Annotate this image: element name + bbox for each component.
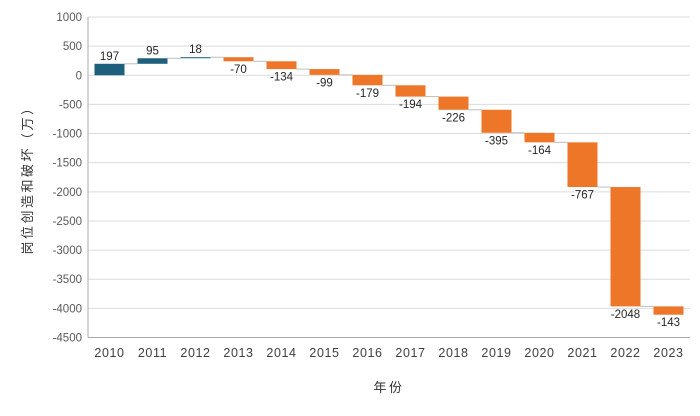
bar-value-label: -226 <box>442 112 465 124</box>
bar-value-labels: 197 95 18 -70 -134 -99 -179 -194 -226 -395 -164 -76… <box>100 44 680 329</box>
waterfall-bar-2012 <box>180 57 211 59</box>
y-tick-label: -1000 <box>53 129 82 141</box>
x-tick-label-2022: 2022 <box>610 346 640 360</box>
x-tick-label-2014: 2014 <box>266 346 296 360</box>
y-tick-label: -2000 <box>53 187 82 199</box>
bar-value-label: 18 <box>189 44 202 56</box>
bar-value-label: -395 <box>485 135 508 147</box>
bar-value-label: -99 <box>316 77 333 89</box>
x-tick-label-2016: 2016 <box>352 346 382 360</box>
bar-value-label: -70 <box>230 64 247 76</box>
x-tick-label-2018: 2018 <box>438 346 468 360</box>
x-tick-label-2013: 2013 <box>223 346 253 360</box>
axes <box>87 17 690 338</box>
bar-value-label: -194 <box>399 99 423 111</box>
y-tick-label: -4000 <box>53 303 82 315</box>
waterfall-bar-2015 <box>309 69 340 75</box>
bar-value-label: -179 <box>356 88 379 100</box>
y-tick-label: 1000 <box>56 12 82 24</box>
x-tick-label-2015: 2015 <box>309 346 339 360</box>
x-tick-label-2010: 2010 <box>94 346 124 360</box>
waterfall-bar-2017 <box>395 85 426 97</box>
y-tick-label: -1500 <box>53 158 82 170</box>
bar-value-label: -134 <box>270 72 294 84</box>
waterfall-bar-2018 <box>438 96 469 110</box>
x-tick-label-2017: 2017 <box>395 346 425 360</box>
waterfall-bar-2016 <box>352 74 383 86</box>
y-tick-label: 0 <box>76 70 82 82</box>
waterfall-bar-2022 <box>610 187 641 307</box>
y-tick-label: -4500 <box>53 333 82 345</box>
bar-value-label: 197 <box>100 51 119 63</box>
waterfall-bar-2019 <box>481 109 512 133</box>
bar-value-label: -2048 <box>611 309 640 321</box>
x-tick-label-2012: 2012 <box>180 346 210 360</box>
waterfall-bar-2023 <box>653 306 684 315</box>
y-tick-label: 500 <box>63 41 82 53</box>
x-tick-label-2021: 2021 <box>567 346 597 360</box>
y-tick-label: -3000 <box>53 245 82 257</box>
bar-value-label: 95 <box>146 45 159 57</box>
waterfall-bar-2013 <box>223 57 254 62</box>
y-axis-title: 岗位创造和破坏（万） <box>20 99 35 254</box>
bar-value-label: -164 <box>528 145 552 157</box>
y-tick-label: -3500 <box>53 274 82 286</box>
waterfall-bar-2014 <box>266 61 297 70</box>
y-axis-tick-labels: 1000 500 0 -500 -1000 -1500 -2000 -2500 -3000 -35… <box>53 12 82 345</box>
waterfall-connectors <box>124 56 654 307</box>
x-axis-tick-labels: 2010 2011 2012 2013 2014 2015 2016 2017 2018 2019… <box>94 346 683 360</box>
x-tick-label-2019: 2019 <box>481 346 511 360</box>
x-tick-label-2020: 2020 <box>524 346 554 360</box>
y-tick-label: -500 <box>59 99 82 111</box>
y-tick-label: -2500 <box>53 216 82 228</box>
x-axis-title: 年份 <box>373 380 404 395</box>
x-tick-label-2011: 2011 <box>138 346 167 360</box>
bar-value-label: -767 <box>571 190 594 202</box>
gridlines <box>88 16 690 309</box>
waterfall-bars <box>94 57 684 315</box>
bar-value-label: -143 <box>657 317 680 329</box>
waterfall-bar-2011 <box>137 58 168 64</box>
waterfall-bar-2010 <box>94 63 125 76</box>
x-tick-label-2023: 2023 <box>653 346 683 360</box>
waterfall-bar-2021 <box>567 142 598 188</box>
waterfall-bar-2020 <box>524 132 555 143</box>
